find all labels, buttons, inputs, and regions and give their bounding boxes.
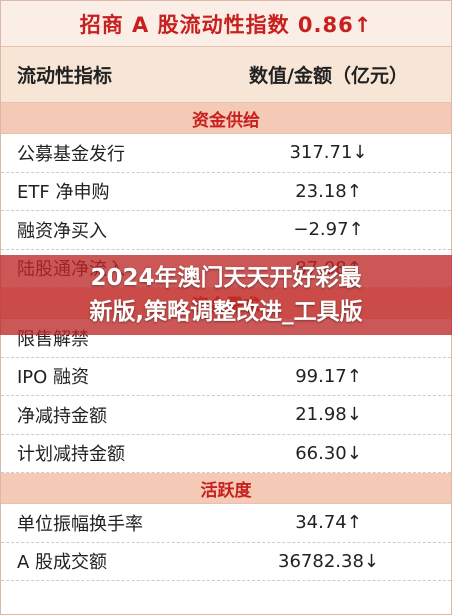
indicator-name: 融资净买入 (17, 220, 107, 242)
table-row: 计划减持金额 66.30↓ (1, 435, 451, 473)
table-row: IPO 融资 99.17↑ (1, 358, 451, 396)
overlay-line: 新版,策略调整改进_工具版 (89, 299, 363, 325)
column-header: 流动性指标 (17, 65, 113, 87)
section-header: 活跃度 (1, 473, 451, 504)
overlay-banner: 2024年澳门天天开好彩最 新版,策略调整改进_工具版 (0, 255, 452, 335)
indicator-name: ETF 净申购 (17, 182, 110, 204)
table-header: 流动性指标 数值/金额（亿元） (1, 47, 451, 103)
indicator-value: 317.71↓ (289, 142, 368, 164)
indicator-value: 34.74↑ (295, 512, 362, 534)
table-row: 单位振幅换手率 34.74↑ (1, 504, 451, 543)
table-row: 净减持金额 21.98↓ (1, 396, 451, 435)
indicator-value: 21.98↓ (295, 404, 362, 426)
indicator-name: A 股成交额 (17, 552, 108, 574)
indicator-name: 公募基金发行 (17, 143, 125, 165)
table-title: 招商 A 股流动性指数 0.86↑ (1, 1, 451, 47)
table-row: ETF 净申购 23.18↑ (1, 173, 451, 211)
indicator-value: 99.17↑ (295, 365, 362, 387)
indicator-name: IPO 融资 (17, 367, 90, 389)
indicator-name: 净减持金额 (17, 405, 107, 427)
column-header: 数值/金额（亿元） (249, 65, 408, 87)
table-row: A 股成交额 36782.38↓ (1, 543, 451, 581)
indicator-name: 单位振幅换手率 (17, 513, 143, 535)
indicator-value: −2.97↑ (293, 219, 364, 241)
indicator-value: 36782.38↓ (278, 550, 379, 572)
indicator-value: 23.18↑ (295, 180, 362, 202)
indicator-name: 计划减持金额 (17, 444, 125, 466)
table-row: 融资净买入 −2.97↑ (1, 211, 451, 250)
table-row: 公募基金发行 317.71↓ (1, 134, 451, 173)
section-header: 资金供给 (1, 103, 451, 134)
overlay-line: 2024年澳门天天开好彩最 (90, 265, 362, 291)
indicator-value: 66.30↓ (295, 442, 362, 464)
